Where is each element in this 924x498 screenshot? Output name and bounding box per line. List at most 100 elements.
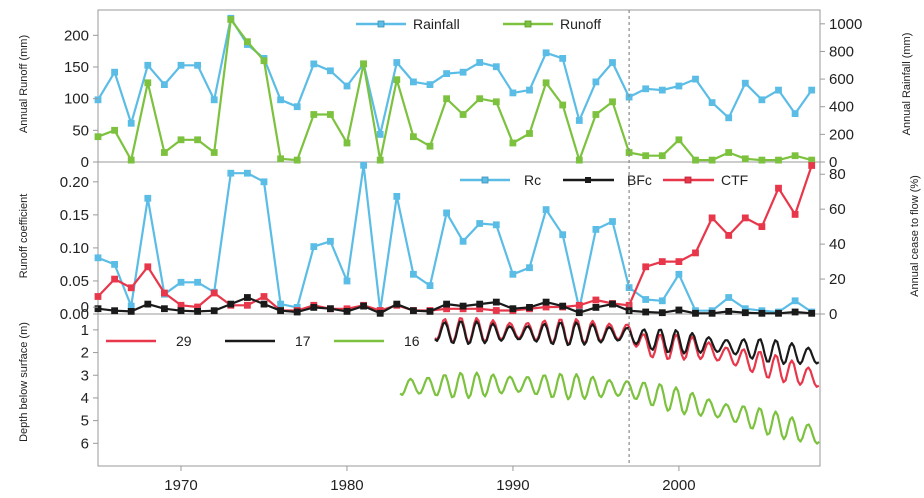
runoff-point [260,57,268,65]
runoff-point [791,152,799,160]
bottom-left-tick-label: 3 [81,367,89,384]
runoff-point [692,156,699,164]
rc-point [326,237,334,245]
rainfall-point [758,96,766,104]
bfc-point [592,303,600,311]
top-right-tick-label: 200 [829,126,854,143]
bfc-point [409,307,417,315]
x-tick-label: 1970 [164,477,197,494]
rc-point [360,161,368,169]
rainfall-point [642,85,650,93]
axis-ticks: 050100150200020040060080010000.000.050.1… [60,16,863,494]
ctf-point [94,293,102,300]
middle-left-tick-label: 0.00 [60,306,89,323]
rainfall-point [675,82,683,90]
ctf-point [725,231,733,239]
x-tick-label: 1980 [330,477,363,494]
runoff-point [409,133,417,141]
rainfall-line [97,17,813,136]
legend-rc-label: Rc [524,172,541,188]
legend-runoff-marker [524,20,532,28]
bfc-point [741,309,749,317]
top-right-tick-label: 0 [829,154,837,171]
middle-legend: Rc BFc CTF [460,172,748,188]
bottom-left-tick-label: 5 [81,413,89,430]
bfc-point [426,307,434,315]
rainfall-point [492,63,500,71]
middle-right-tick-label: 0 [829,306,837,323]
rainfall-point [775,86,782,94]
rainfall-point [343,82,351,90]
rc-point [310,243,318,251]
rainfall-point [526,86,533,94]
top-right-tick-label: 1000 [829,16,862,33]
rainfall-point [326,67,334,75]
rainfall-point [542,49,550,57]
bfc-point [194,307,202,315]
rc-point [642,296,650,303]
rc-point [459,237,467,245]
bfc-point [542,298,550,306]
rc-point [111,260,118,268]
ctf-point [708,214,716,222]
middle-panel-plot [94,161,816,317]
rainfall-point [194,61,202,69]
top-right-tick-label: 800 [829,43,854,60]
ctf-point [592,296,600,304]
top-left-tick-label: 0 [81,154,89,171]
rainfall-point [741,79,749,87]
runoff-point [160,149,168,156]
rainfall-point [708,99,716,106]
bfc-point [343,307,351,315]
bfc-point [260,300,268,308]
legend-well-29-label: 29 [176,333,192,349]
runoff-point [476,95,484,103]
rc-point [791,297,799,305]
top-legend: Rainfall Runoff [356,16,601,32]
runoff-point [592,111,600,118]
rainfall-point [791,110,799,117]
rainfall-point [376,130,384,138]
ctf-point [575,301,583,309]
rc-point [526,264,533,272]
middle-left-tick-label: 0.05 [60,273,89,290]
runoff-point [127,156,135,164]
bfc-point [393,300,401,308]
runoff-point [360,60,368,68]
rc-point [144,194,152,202]
rc-point [492,221,500,229]
runoff-point [741,155,749,163]
rainfall-point [393,59,401,66]
top-panel-frame [97,9,821,163]
bfc-point [758,309,766,317]
rc-point [658,297,666,305]
ctf-point [658,258,666,266]
bfc-point [509,305,517,313]
rainfall-point [310,60,318,68]
ctf-point [808,162,816,169]
runoff-point [111,126,118,134]
rainfall-point [559,55,567,62]
runoff-point [243,38,251,46]
runoff-point [343,139,351,147]
bfc-point [277,307,285,315]
middle-right-tick-label: 40 [829,236,846,253]
ctf-point [775,184,782,192]
runoff-point [277,155,285,163]
bfc-point [111,307,118,315]
rainfall-point [443,70,451,77]
rc-point [476,220,484,227]
middle-left-tick-label: 0.10 [60,240,89,257]
rc-point [343,277,351,285]
legend-bfc-label: BFc [627,172,652,188]
rainfall-point [476,59,484,66]
bfc-point [144,300,152,308]
ctf-point [741,214,749,222]
runoff-point [144,79,152,87]
bottom-panel-frame [97,313,821,467]
top-left-tick-label: 100 [64,91,89,108]
middle-right-tick-label: 20 [829,271,846,288]
bottom-panel-plot [399,316,820,445]
rc-point [393,192,401,200]
ctf-point [642,263,650,271]
